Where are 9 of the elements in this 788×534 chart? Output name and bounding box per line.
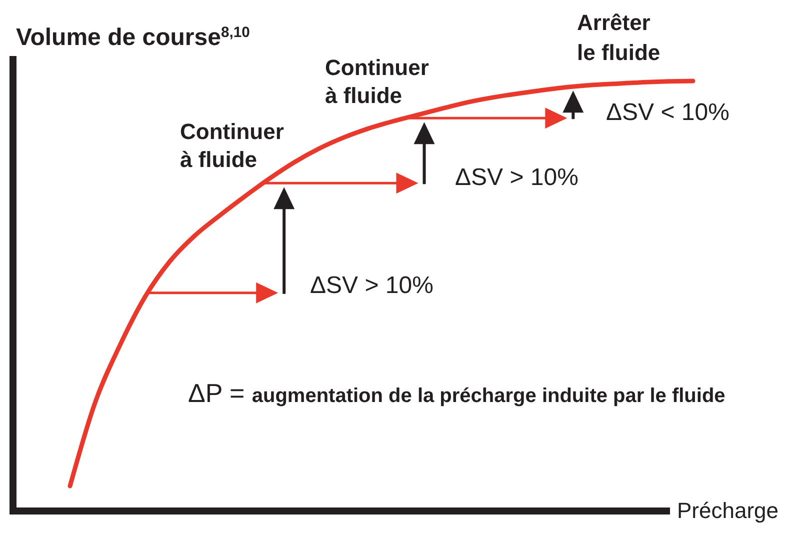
annotation: Continuer à fluide: [325, 55, 430, 108]
text: Arrêter le fluide: [577, 10, 660, 65]
annotation: ΔSV > 10%: [455, 164, 578, 191]
annotation: ΔSV > 10%: [310, 272, 434, 299]
annotation: ΔP = augmentation de la précharge induite par le fluide: [188, 378, 726, 408]
annotation: ΔSV < 10%: [606, 99, 730, 126]
x-axis-title: Précharge: [677, 498, 779, 523]
y-axis-title: Volume de course$^{8,10}$: [16, 24, 250, 51]
annotation: Continuer à fluide: [180, 119, 284, 172]
